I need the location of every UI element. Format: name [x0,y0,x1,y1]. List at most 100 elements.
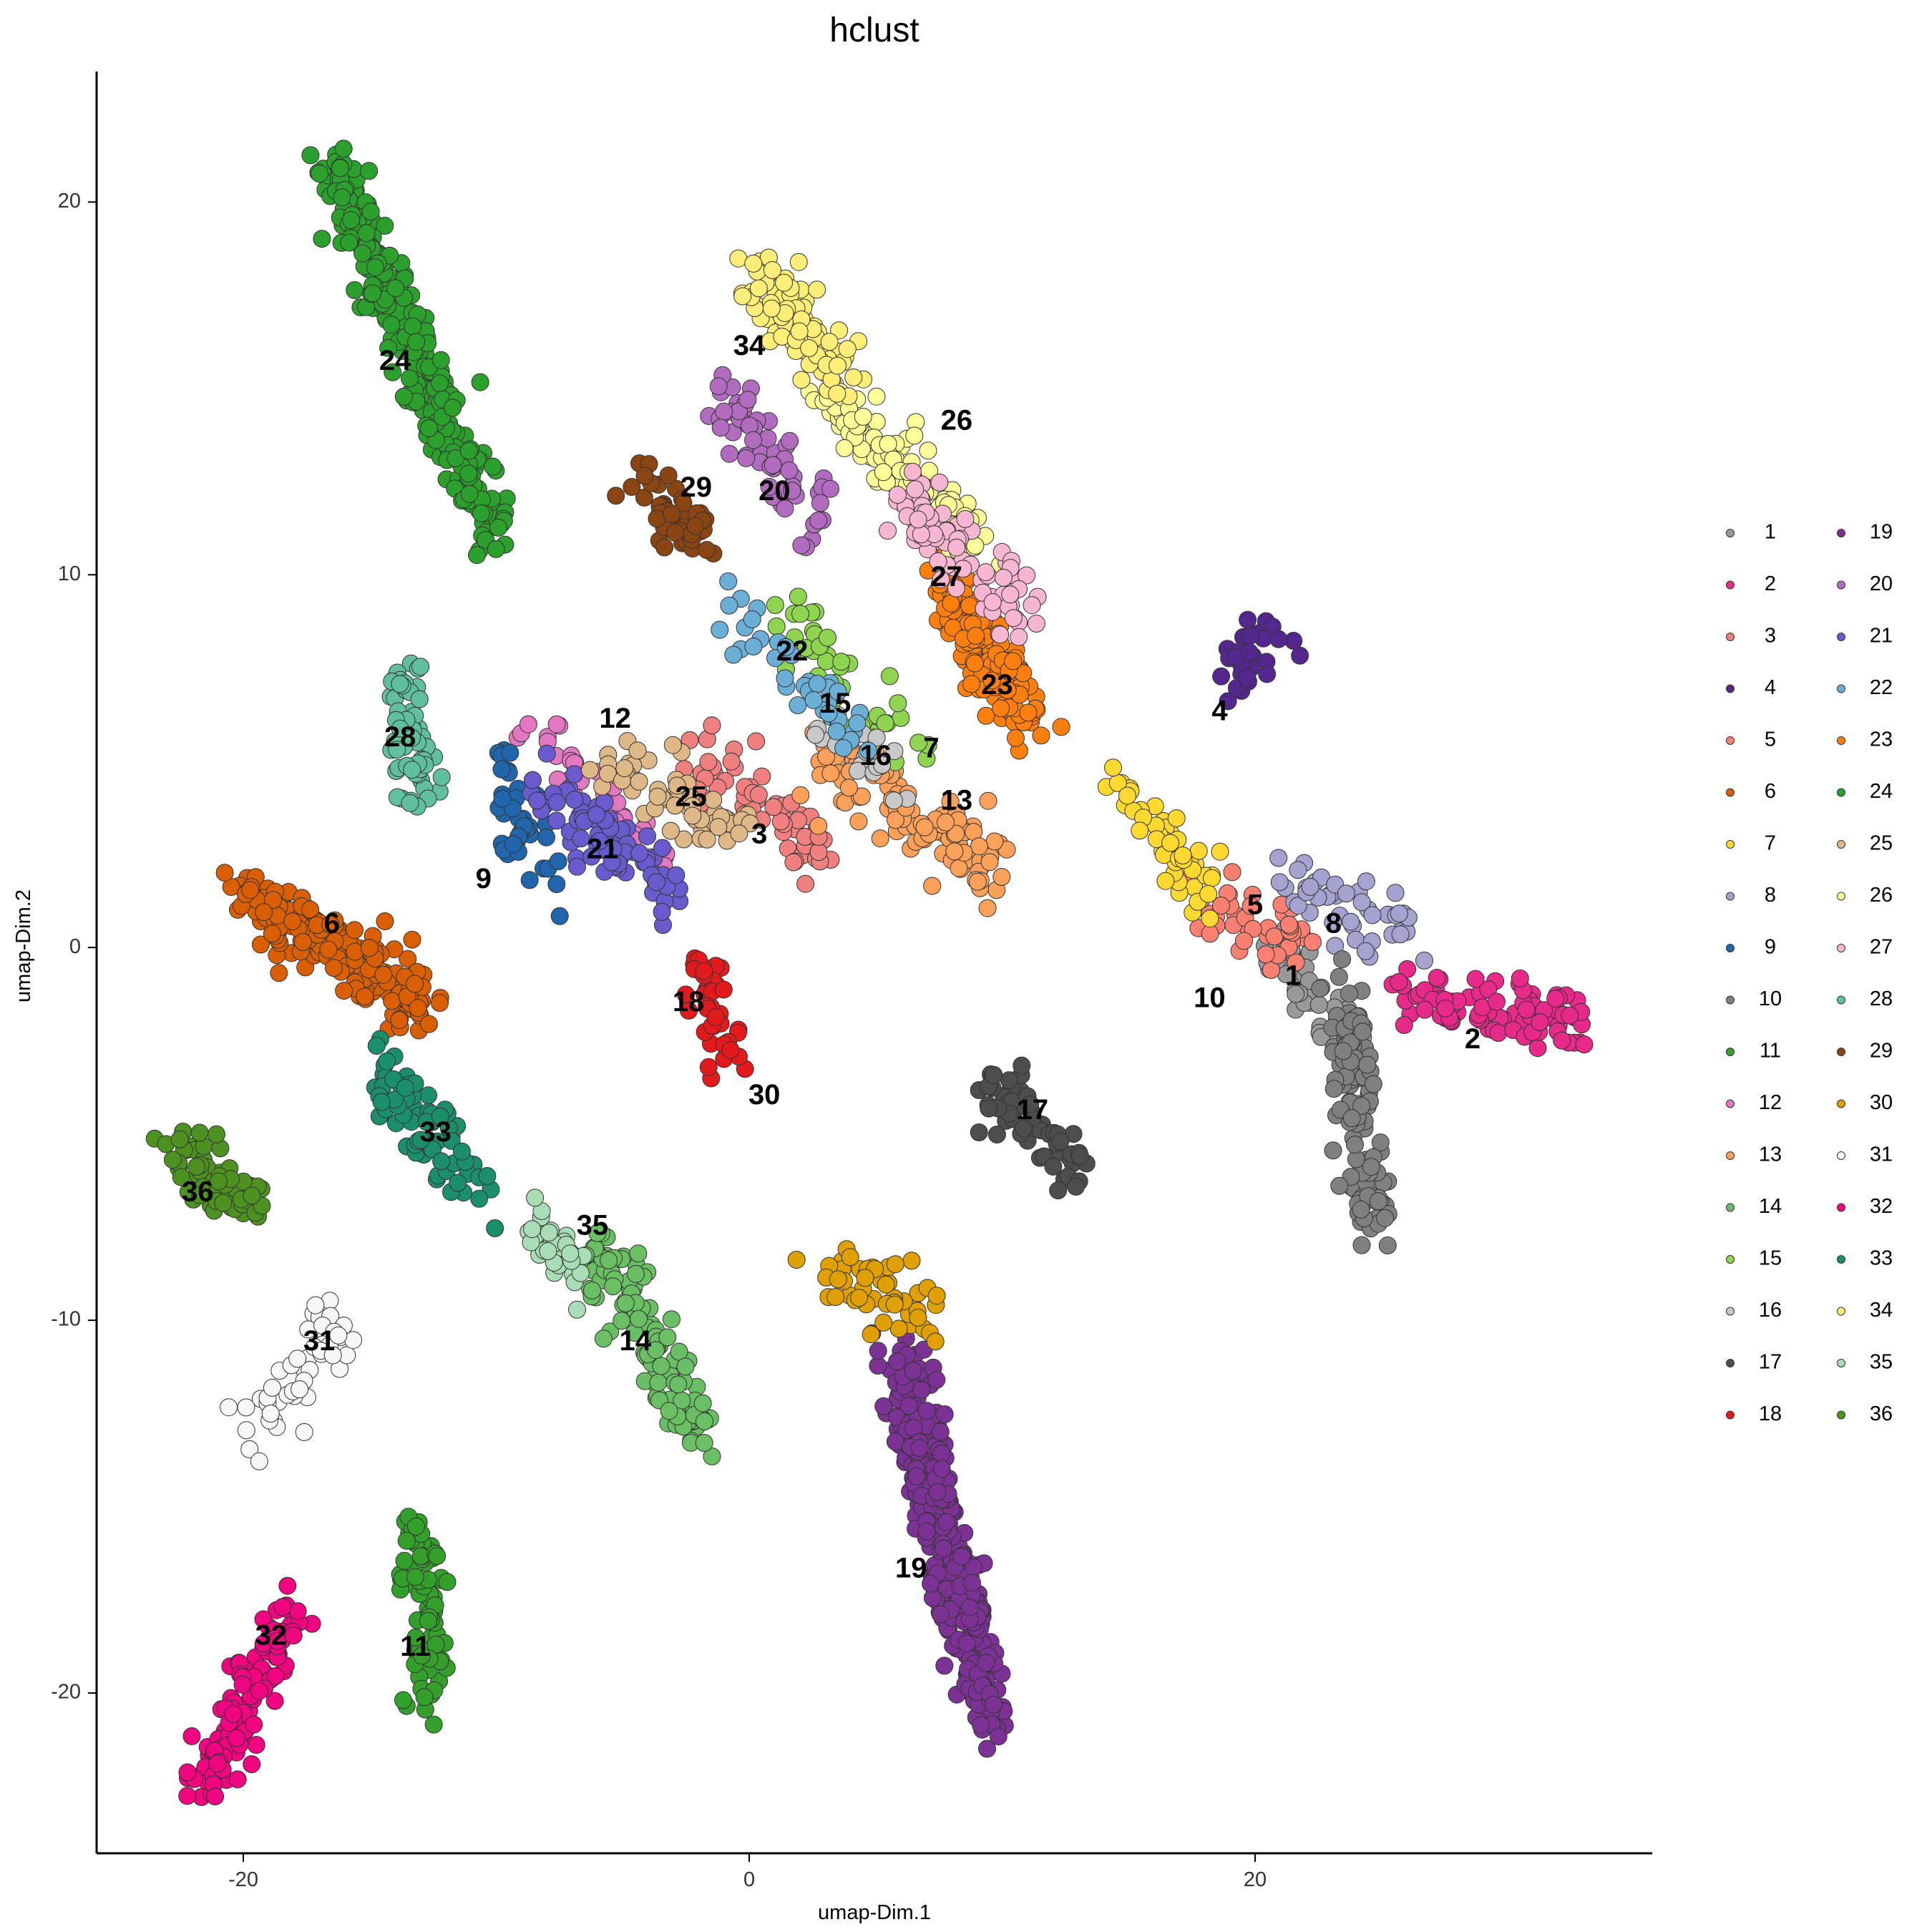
scatter-point [960,1598,979,1616]
scatter-point [395,1551,414,1570]
scatter-point [917,1522,936,1541]
scatter-point [980,853,999,872]
scatter-point [565,791,584,809]
cluster-13-points [791,723,1016,917]
scatter-point [830,321,849,340]
scatter-point [424,1715,443,1734]
scatter-point [876,714,894,733]
legend-label: 10 [1759,987,1782,1010]
cluster-label-5: 5 [1247,889,1263,920]
scatter-point [826,1288,845,1307]
scatter-point [391,675,409,693]
cluster-28-points [381,654,451,816]
legend-label: 33 [1870,1247,1893,1270]
scatter-point [1353,1023,1372,1041]
scatter-point [384,363,402,381]
scatter-point [1356,942,1375,960]
scatter-point [892,708,910,727]
legend-item: 8 [1726,884,1776,907]
legend: 1234567891011121314151617181920212223242… [1726,521,1893,1425]
legend-item: 16 [1726,1299,1782,1322]
scatter-point [367,1037,386,1055]
scatter-point [444,399,462,417]
scatter-point [415,1688,434,1707]
scatter-point [1428,969,1446,987]
scatter-point [729,249,748,268]
scatter-point [1212,667,1231,686]
scatter-point [523,1220,542,1239]
legend-key [1726,580,1735,590]
scatter-point [967,627,985,645]
scatter-point [419,1086,437,1105]
scatter-point [583,1281,601,1299]
scatter-point [390,1011,409,1030]
legend-key [1837,633,1845,641]
cluster-21-points [522,744,689,935]
scatter-point [912,1381,931,1400]
scatter-point [762,299,781,318]
scatter-point [932,1444,951,1463]
legend-label: 31 [1870,1143,1893,1166]
scatter-point [1398,960,1417,978]
cluster-33-points [366,1030,504,1237]
legend-label: 2 [1765,572,1776,595]
scatter-point [714,980,733,999]
scatter-point [982,671,1001,690]
scatter-point [663,504,681,523]
scatter-point [703,716,721,735]
scatter-point [1018,566,1036,585]
scatter-point [638,827,656,846]
scatter-point [333,188,351,207]
scatter-point [942,594,960,613]
legend-label: 32 [1870,1195,1893,1218]
cluster-labels: 1234567891011121314151617181920212223242… [182,330,1480,1662]
legend-key [1837,1255,1845,1264]
scatter-point [749,786,768,804]
legend-key [1837,1203,1845,1212]
scatter-point [886,1433,904,1451]
legend-item: 27 [1837,936,1893,959]
scatter-point [528,791,547,810]
scatter-point [937,813,955,831]
scatter-point [342,211,361,229]
legend-key [1837,1048,1845,1056]
scatter-point [401,369,419,388]
legend-label: 8 [1765,884,1776,907]
scatter-point [346,281,364,299]
cluster-label-20: 20 [758,475,791,507]
scatter-point [666,523,685,542]
scatter-point [1223,863,1241,882]
cluster-label-14: 14 [620,1325,652,1357]
scatter-point [879,434,897,453]
scatter-point [635,467,654,485]
scatter-point [674,494,693,512]
cluster-label-12: 12 [599,703,631,734]
scatter-point [1211,897,1230,914]
scatter-point [970,837,988,856]
cluster-8-points [1269,849,1433,970]
cluster-label-23: 23 [981,669,1013,701]
scatter-point [237,1398,255,1417]
legend-item: 4 [1726,676,1776,699]
scatter-point [965,654,984,673]
scatter-point [668,776,686,795]
legend-item: 10 [1726,987,1782,1010]
scatter-point [869,1342,887,1360]
cluster-label-25: 25 [675,781,707,812]
legend-key [1726,1255,1735,1264]
scatter-point [1010,628,1028,646]
legend-item: 1 [1726,521,1776,544]
scatter-point [804,691,823,709]
cluster-24-points [301,140,516,565]
y-tick-label: 0 [69,935,81,958]
cluster-label-19: 19 [895,1553,927,1584]
scatter-point [329,1326,348,1345]
y-ticks: -20 -10 0 10 20 [51,190,97,1704]
scatter-point [1342,1109,1361,1128]
scatter-point [653,839,672,857]
scatter-point [859,741,877,760]
scatter-point [909,510,927,529]
scatter-point [935,1405,954,1423]
scatter-point [1104,758,1122,777]
scatter-point [635,488,653,507]
